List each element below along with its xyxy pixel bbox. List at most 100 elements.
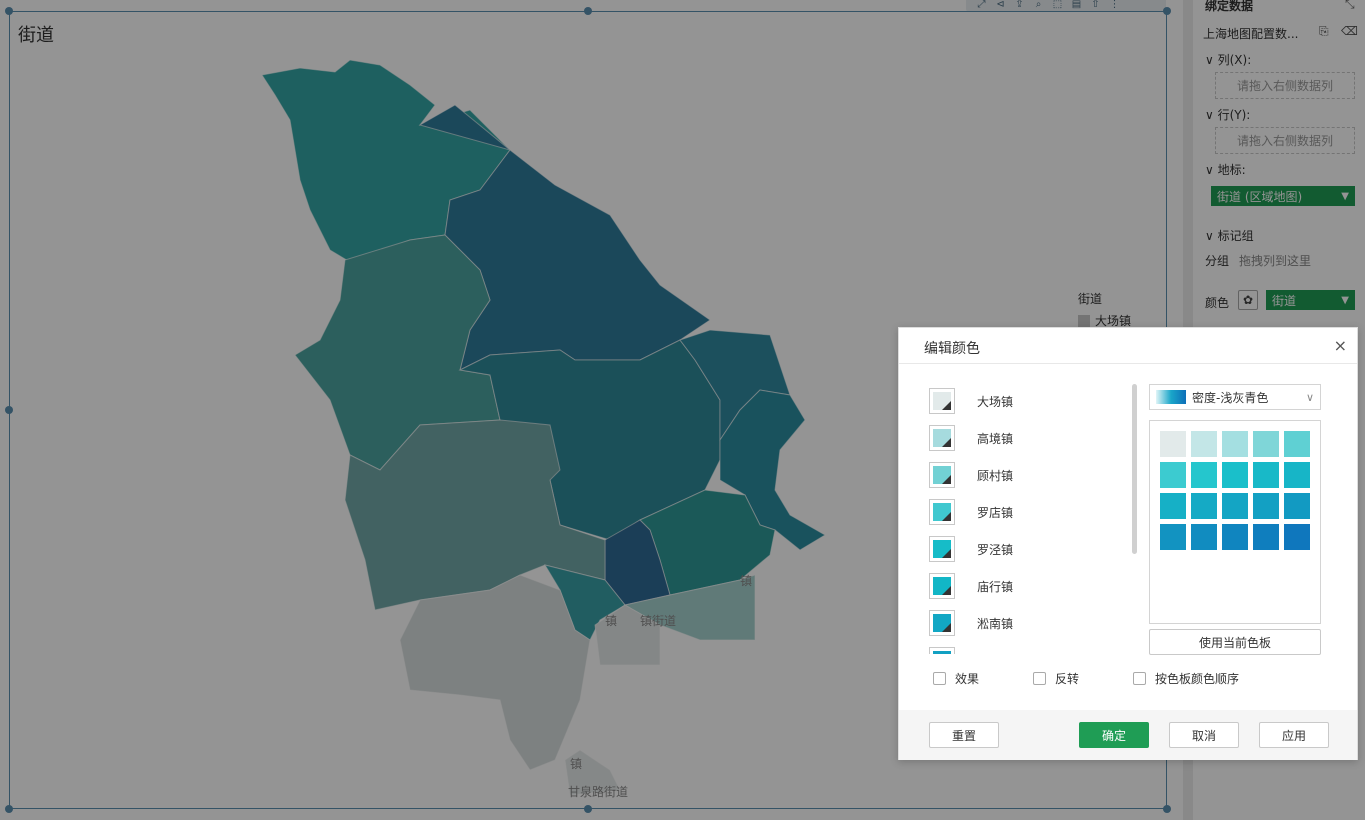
legend-item[interactable]: 大场镇 xyxy=(1078,312,1131,329)
palette-color-cell[interactable] xyxy=(1253,493,1279,519)
palette-select[interactable]: 密度-浅灰青色 ∨ xyxy=(1149,384,1321,410)
color-item-row[interactable]: 顾村镇 xyxy=(929,462,1013,488)
palette-color-cell[interactable] xyxy=(1222,493,1248,519)
color-item-row[interactable]: 大场镇 xyxy=(929,388,1013,414)
export-icon[interactable]: ⇪ xyxy=(1015,0,1024,10)
district-map[interactable] xyxy=(0,0,1183,820)
color-item-label: 顾村镇 xyxy=(977,468,1014,483)
cancel-button[interactable]: 取消 xyxy=(1169,722,1239,748)
palette-order-checkbox[interactable] xyxy=(1133,672,1146,685)
color-field-pill[interactable]: 街道 ▼ xyxy=(1266,290,1355,310)
resize-handle[interactable] xyxy=(584,805,592,813)
swatch-corner-icon xyxy=(942,438,951,447)
effect-option[interactable]: 效果 xyxy=(933,670,979,687)
map-region xyxy=(564,749,621,796)
close-icon[interactable]: × xyxy=(1333,336,1347,355)
palette-color-cell[interactable] xyxy=(1191,493,1217,519)
group-dropzone[interactable]: 拖拽列到这里 xyxy=(1239,254,1312,268)
color-item-row[interactable] xyxy=(929,647,955,654)
apply-button[interactable]: 应用 xyxy=(1259,722,1329,748)
color-swatch[interactable] xyxy=(929,388,955,414)
palette-color-cell[interactable] xyxy=(1222,431,1248,457)
table-icon[interactable]: ▤ xyxy=(1071,0,1082,10)
effect-label: 效果 xyxy=(955,672,980,686)
color-swatch[interactable] xyxy=(929,499,955,525)
color-item-row[interactable]: 庙行镇 xyxy=(929,573,1013,599)
palette-color-cell[interactable] xyxy=(1160,493,1186,519)
col-dropzone[interactable]: 请拖入右侧数据列 xyxy=(1215,72,1355,99)
expand-icon[interactable]: ⤢ xyxy=(977,0,986,10)
color-item-row[interactable]: 罗店镇 xyxy=(929,499,1013,525)
list-scrollbar[interactable] xyxy=(1132,384,1137,554)
resize-handle[interactable] xyxy=(5,7,13,15)
switch-dataset-icon[interactable]: ⎘ xyxy=(1319,24,1329,38)
collapse-icon[interactable]: ⤡ xyxy=(1345,0,1355,11)
palette-icon[interactable]: ✿ xyxy=(1238,290,1258,310)
legend-label: 大场镇 xyxy=(1095,314,1132,328)
color-swatch[interactable] xyxy=(929,462,955,488)
map-label: 镇街道 xyxy=(640,614,677,628)
ok-button[interactable]: 确定 xyxy=(1079,722,1149,748)
palette-color-cell[interactable] xyxy=(1191,524,1217,550)
color-swatch[interactable] xyxy=(929,573,955,599)
map-region xyxy=(399,574,591,771)
palette-color-cell[interactable] xyxy=(1160,431,1186,457)
caret-down-icon[interactable]: ▼ xyxy=(1341,294,1349,306)
color-swatch[interactable] xyxy=(929,610,955,636)
color-item-row[interactable]: 高境镇 xyxy=(929,425,1013,451)
palette-color-cell[interactable] xyxy=(1253,462,1279,488)
share-icon[interactable]: ⇧ xyxy=(1091,0,1100,10)
dataset-name[interactable]: 上海地图配置数... xyxy=(1203,27,1299,41)
chevron-down-icon[interactable]: ∨ xyxy=(1205,108,1218,122)
color-swatch[interactable] xyxy=(929,647,955,654)
row-dropzone[interactable]: 请拖入右侧数据列 xyxy=(1215,127,1355,154)
chevron-down-icon[interactable]: ∨ xyxy=(1205,163,1218,177)
caret-down-icon[interactable]: ▼ xyxy=(1341,190,1349,202)
palette-order-option[interactable]: 按色板颜色顺序 xyxy=(1133,670,1239,687)
geo-field-pill[interactable]: 街道 (区域地图) ▼ xyxy=(1211,186,1355,206)
more-icon[interactable]: ⋮ xyxy=(1109,0,1120,10)
palette-color-cell[interactable] xyxy=(1222,524,1248,550)
color-item-row[interactable]: 罗泾镇 xyxy=(929,536,1013,562)
palette-color-cell[interactable] xyxy=(1160,462,1186,488)
color-item-row[interactable]: 淞南镇 xyxy=(929,610,1013,636)
color-swatch[interactable] xyxy=(929,425,955,451)
resize-handle[interactable] xyxy=(584,7,592,15)
palette-color-cell[interactable] xyxy=(1284,493,1310,519)
color-swatch[interactable] xyxy=(929,536,955,562)
palette-color-cell[interactable] xyxy=(1284,462,1310,488)
palette-color-cell[interactable] xyxy=(1222,462,1248,488)
color-item-list: 大场镇高境镇顾村镇罗店镇罗泾镇庙行镇淞南镇 xyxy=(929,388,1129,654)
palette-color-cell[interactable] xyxy=(1253,431,1279,457)
resize-handle[interactable] xyxy=(1163,805,1171,813)
use-current-palette-button[interactable]: 使用当前色板 xyxy=(1149,629,1321,655)
chevron-down-icon[interactable]: ∨ xyxy=(1205,53,1218,67)
reverse-option[interactable]: 反转 xyxy=(1033,670,1079,687)
filter-icon[interactable]: ⊲ xyxy=(996,0,1005,10)
resize-handle[interactable] xyxy=(1163,7,1171,15)
map-label: 镇 xyxy=(605,614,618,628)
effect-checkbox[interactable] xyxy=(933,672,946,685)
reverse-checkbox[interactable] xyxy=(1033,672,1046,685)
palette-color-cell[interactable] xyxy=(1160,524,1186,550)
palette-color-cell[interactable] xyxy=(1253,524,1279,550)
swatch-corner-icon xyxy=(942,475,951,484)
resize-handle[interactable] xyxy=(5,406,13,414)
palette-color-cell[interactable] xyxy=(1284,431,1310,457)
swatch-fill xyxy=(933,466,951,484)
chevron-down-icon[interactable]: ∨ xyxy=(1205,229,1218,243)
chevron-down-icon[interactable]: ∨ xyxy=(1305,390,1314,404)
eraser-icon[interactable]: ⌫ xyxy=(1341,24,1358,38)
zoom-icon[interactable]: ⌕ xyxy=(1035,0,1042,10)
col-label: ∨ 列(X): xyxy=(1205,53,1252,67)
palette-color-cell[interactable] xyxy=(1191,462,1217,488)
select-icon[interactable]: ⬚ xyxy=(1052,0,1063,10)
geo-field-label: 街道 (区域地图) xyxy=(1217,189,1303,204)
chart-toolbar: ⤢ ⊲ ⇪ ⌕ ⬚ ▤ ⇧ ⋮ xyxy=(966,0,1166,12)
swatch-corner-icon xyxy=(942,512,951,521)
resize-handle[interactable] xyxy=(5,805,13,813)
palette-color-cell[interactable] xyxy=(1284,524,1310,550)
reset-button[interactable]: 重置 xyxy=(929,722,999,748)
palette-color-cell[interactable] xyxy=(1191,431,1217,457)
reverse-label: 反转 xyxy=(1055,672,1080,686)
